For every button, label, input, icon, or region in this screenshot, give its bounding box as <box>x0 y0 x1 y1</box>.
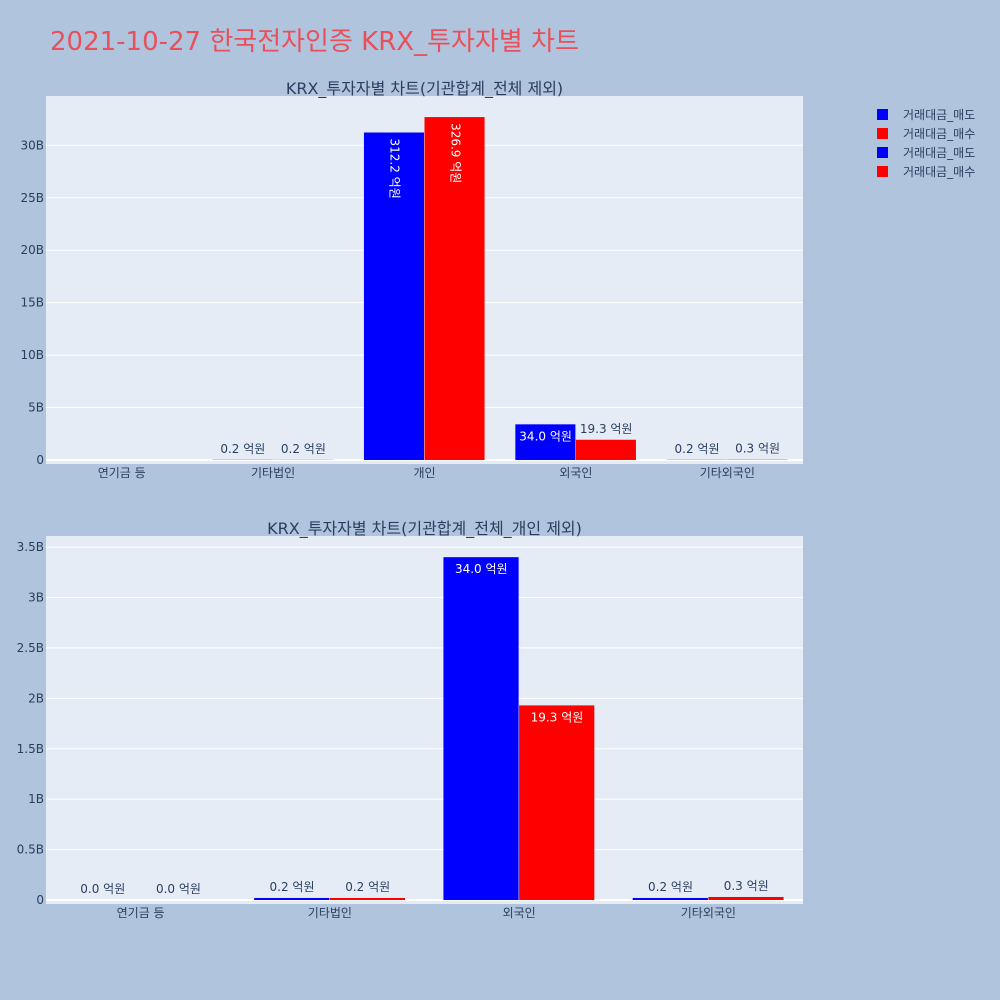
bar-data-label: 0.2 억원 <box>345 880 390 894</box>
y-tick-label: 20B <box>20 243 44 257</box>
legend-swatch[interactable] <box>877 166 888 177</box>
y-tick-label: 3.5B <box>17 540 44 554</box>
bar-data-label: 34.0 억원 <box>519 429 572 443</box>
main-title: 2021-10-27 한국전자인증 KRX_투자자별 차트 <box>50 27 579 57</box>
bar-sell[interactable] <box>254 897 330 900</box>
x-tick-label: 기타외국인 <box>700 466 755 480</box>
bar-data-label: 19.3 억원 <box>531 710 584 724</box>
x-tick-label: 연기금 등 <box>117 906 165 920</box>
y-tick-label: 0 <box>36 893 44 907</box>
bar-data-label: 0.3 억원 <box>724 879 769 893</box>
y-tick-label: 25B <box>20 191 44 205</box>
x-tick-label: 기타외국인 <box>681 906 736 920</box>
legend-swatch[interactable] <box>877 147 888 158</box>
chart-title: KRX_투자자별 차트(기관합계_전체_개인 제외) <box>267 519 582 539</box>
y-tick-label: 1B <box>28 792 44 806</box>
legend-label[interactable]: 거래대금_매도 <box>903 108 975 122</box>
bar-data-label: 0.3 억원 <box>735 442 780 456</box>
bar-data-label: 0.2 억원 <box>281 442 326 456</box>
bar-sell[interactable] <box>632 897 708 900</box>
y-tick-label: 0 <box>36 453 44 467</box>
legend-swatch[interactable] <box>877 109 888 120</box>
chart-bottom: KRX_투자자별 차트(기관합계_전체_개인 제외) 0 0.5B 1B 1.5B 2B 2… <box>17 519 803 920</box>
y-tick-label: 2.5B <box>17 641 44 655</box>
bar-data-label: 0.2 억원 <box>270 880 315 894</box>
bar-data-label: 0.2 억원 <box>675 442 720 456</box>
bar-buy[interactable] <box>329 897 406 900</box>
y-tick-label: 3B <box>28 591 44 605</box>
y-tick-label: 0.5B <box>17 843 44 857</box>
x-tick-label: 외국인 <box>559 466 592 480</box>
bar-data-label: 34.0 억원 <box>455 562 508 576</box>
x-tick-label: 기타법인 <box>308 906 352 920</box>
chart-title: KRX_투자자별 차트(기관합계_전체 제외) <box>286 79 563 99</box>
x-tick-label: 개인 <box>413 466 435 480</box>
plot-area <box>46 536 803 904</box>
y-tick-label: 5B <box>28 401 44 415</box>
chart-top: KRX_투자자별 차트(기관합계_전체 제외) 0 5B 10B 15B 20B 25B 30… <box>20 79 803 480</box>
bar-buy[interactable] <box>575 439 636 460</box>
y-tick-label: 15B <box>20 296 44 310</box>
bar-data-label: 0.2 억원 <box>648 880 693 894</box>
legend-label[interactable]: 거래대금_매수 <box>903 127 975 141</box>
x-tick-label: 연기금 등 <box>98 466 146 480</box>
legend-label[interactable]: 거래대금_매도 <box>903 146 975 160</box>
y-tick-label: 2B <box>28 691 44 705</box>
bar-data-label: 312.2 억원 <box>388 139 402 199</box>
bar-buy[interactable] <box>424 117 485 461</box>
bar-data-label: 0.2 억원 <box>220 442 265 456</box>
bar-sell[interactable] <box>363 132 424 461</box>
bar-buy[interactable] <box>708 896 784 900</box>
legend-label[interactable]: 거래대금_매수 <box>903 165 975 179</box>
bar-sell[interactable] <box>515 424 576 460</box>
y-tick-label: 10B <box>20 348 44 362</box>
y-tick-label: 30B <box>20 138 44 152</box>
bar-data-label: 326.9 억원 <box>448 123 462 183</box>
bar-sell[interactable] <box>443 557 519 900</box>
x-tick-label: 외국인 <box>503 906 536 920</box>
legend-swatch[interactable] <box>877 128 888 139</box>
bar-data-label: 0.0 억원 <box>80 882 125 896</box>
y-tick-label: 1.5B <box>17 742 44 756</box>
bar-data-label: 0.0 억원 <box>156 882 201 896</box>
bar-data-label: 19.3 억원 <box>580 422 633 436</box>
x-tick-label: 기타법인 <box>251 466 295 480</box>
bar-buy[interactable] <box>519 705 595 900</box>
